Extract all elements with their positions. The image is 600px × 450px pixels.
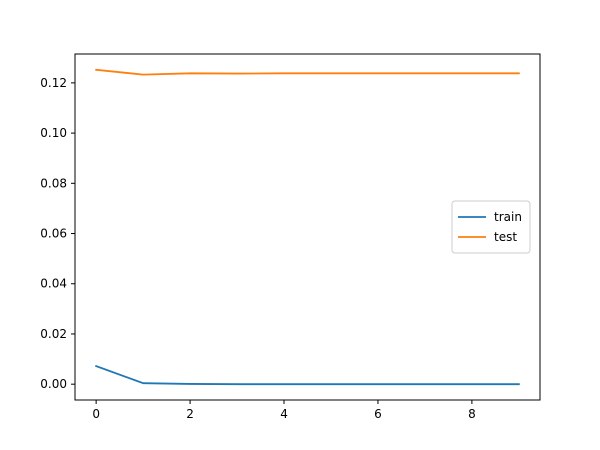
x-tick-label: 6	[374, 407, 382, 421]
y-tick-label: 0.08	[40, 176, 67, 190]
y-tick-label: 0.10	[40, 126, 67, 140]
y-tick-label: 0.06	[40, 227, 67, 241]
x-tick-label: 2	[186, 407, 194, 421]
y-tick-label: 0.04	[40, 277, 67, 291]
x-tick-label: 4	[280, 407, 288, 421]
legend-label-test: test	[494, 230, 517, 244]
x-tick-label: 8	[468, 407, 476, 421]
axes-layer: 0 2 4 6 8 0.00 0.02 0.04 0.06 0.08 0.10 0.12	[40, 53, 541, 421]
legend-box	[451, 200, 531, 254]
series-line-train	[94, 364, 520, 386]
legend: train test	[451, 200, 531, 254]
y-tick-label: 0.12	[40, 76, 67, 90]
y-tick-label: 0.02	[40, 327, 67, 341]
legend-label-train: train	[494, 210, 522, 224]
plot-frame	[74, 53, 541, 401]
series-layer	[94, 68, 520, 386]
series-line-test	[95, 68, 520, 76]
x-tick-label: 0	[92, 407, 100, 421]
y-tick-label: 0.00	[40, 377, 67, 391]
